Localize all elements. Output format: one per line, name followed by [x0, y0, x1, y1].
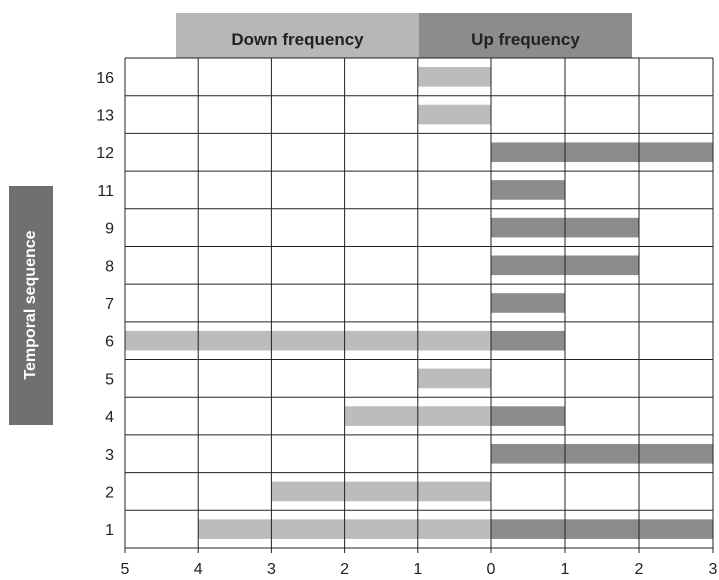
header-layer: Down frequency Up frequency [176, 13, 632, 58]
x-tick-label-5: 0 [487, 561, 496, 578]
up-bar-4 [491, 406, 565, 426]
down-frequency-header [176, 13, 419, 58]
down-bar-16 [417, 67, 491, 87]
y-axis-title: Temporal sequence [22, 230, 39, 379]
row-label-4: 4 [105, 409, 114, 426]
row-label-12: 12 [96, 145, 114, 162]
row-label-16: 16 [96, 70, 114, 87]
x-tick-label-6: 1 [561, 561, 570, 578]
row-label-11: 11 [97, 183, 114, 200]
up-bar-1 [491, 519, 713, 539]
up-bar-12 [491, 142, 713, 163]
x-tick-label-8: 3 [709, 561, 718, 578]
down-bar-13 [417, 104, 491, 125]
x-tick-label-0: 5 [121, 561, 130, 578]
x-tick-label-2: 3 [267, 561, 276, 578]
row-label-8: 8 [105, 258, 114, 275]
row-label-5: 5 [105, 371, 114, 388]
up-bar-3 [491, 443, 713, 464]
row-labels-layer: 16 13 12 11 9 8 7 6 5 4 3 2 1 [96, 70, 114, 539]
y-axis-title-box [9, 186, 53, 425]
x-tick-label-3: 2 [340, 561, 349, 578]
x-tick-labels-layer: 5 4 3 2 1 0 1 2 3 [121, 561, 718, 578]
row-label-7: 7 [105, 296, 114, 313]
up-frequency-header-label: Up frequency [471, 30, 580, 49]
y-axis-title-layer: Temporal sequence [9, 186, 53, 425]
bars-layer [125, 67, 713, 539]
x-tick-label-4: 1 [413, 561, 422, 578]
x-tick-label-7: 2 [635, 561, 644, 578]
down-bar-5 [417, 368, 491, 389]
row-label-6: 6 [105, 334, 114, 351]
row-label-13: 13 [96, 108, 114, 125]
row-label-2: 2 [105, 484, 114, 501]
row-label-9: 9 [105, 221, 114, 238]
down-bar-2 [271, 481, 491, 502]
row-label-1: 1 [105, 522, 114, 539]
up-bar-7 [491, 293, 565, 313]
up-bar-11 [491, 180, 565, 200]
up-frequency-header [419, 13, 632, 58]
row-label-3: 3 [105, 447, 114, 464]
grid-layer [124, 57, 714, 553]
x-tick-label-1: 4 [194, 561, 203, 578]
down-frequency-header-label: Down frequency [231, 30, 364, 49]
up-bar-6 [491, 330, 565, 351]
down-bar-6 [125, 330, 491, 351]
